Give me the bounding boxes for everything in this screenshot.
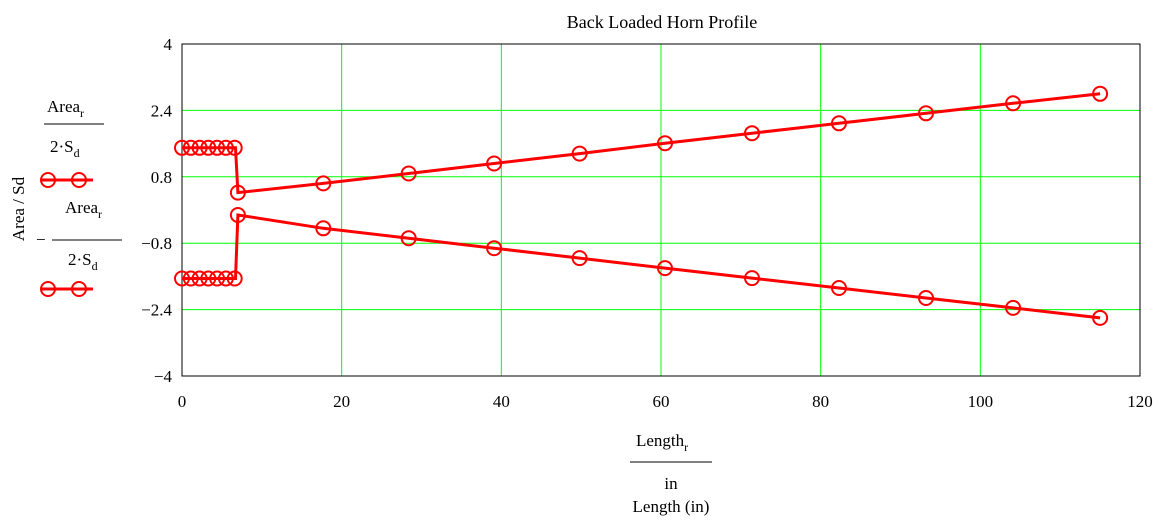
legend-2-denominator: 2·Sd (68, 250, 98, 273)
series-2-point (191, 270, 208, 287)
legend-1-denominator: 2·Sd (50, 137, 80, 160)
legend-entry-2: − Arear 2·Sd (36, 198, 122, 297)
series-1-point (657, 135, 673, 152)
series-1-point (831, 115, 847, 132)
series-2-point (486, 240, 503, 257)
series-2-point (657, 260, 673, 277)
x-tick-label: 20 (333, 392, 350, 411)
series-2-point (229, 207, 246, 223)
series-2-point (200, 270, 217, 287)
series-1-point (229, 184, 246, 201)
grid-lines (182, 44, 1140, 376)
legend-2-swatch (40, 281, 93, 297)
legend-swatch-marker (71, 281, 87, 297)
x-tick-label: 40 (493, 392, 510, 411)
series-1-point (217, 139, 234, 156)
series-1-point (571, 145, 588, 162)
x-expr-denominator: in (664, 474, 678, 493)
series-1-point (400, 165, 417, 182)
tick-labels: 0 20 40 60 80 100 120 −4 −2.4 −0.8 0.8 2.4 4 (141, 35, 1153, 411)
x-axis-label: Length (in) (633, 497, 710, 516)
series-1-point (1005, 95, 1022, 112)
y-tick-label: 2.4 (151, 101, 173, 120)
x-tick-label: 60 (653, 392, 670, 411)
y-tick-label: −2.4 (141, 301, 172, 320)
series-2-point (831, 280, 847, 296)
x-expr-numerator: Lengthr (636, 431, 688, 454)
series-2-point (217, 270, 234, 287)
series-1-point (1092, 85, 1109, 102)
y-tick-label: −0.8 (141, 234, 172, 253)
x-tick-label: 0 (178, 392, 187, 411)
series-1-point (918, 105, 934, 122)
series-1-point (486, 155, 503, 172)
series-group (174, 85, 1109, 326)
legend-2-sign: − (36, 230, 46, 249)
y-tick-label: 0.8 (151, 168, 172, 187)
series-2-point (744, 270, 760, 287)
series-1-point (315, 175, 332, 192)
series-1-point (209, 139, 226, 156)
legend-1-swatch (40, 172, 93, 188)
series-2-point (182, 270, 199, 287)
y-tick-label: −4 (154, 367, 173, 386)
series-2-point (400, 230, 417, 247)
series-2-point (209, 270, 226, 287)
series-2-point (1005, 299, 1022, 316)
legend-2-numerator: Arear (65, 198, 102, 221)
legend-entry-1: Arear 2·Sd (40, 97, 104, 188)
x-tick-label: 80 (812, 392, 829, 411)
y-tick-label: 4 (164, 35, 173, 54)
series-1-point (744, 125, 760, 142)
series-2-line (182, 213, 1101, 320)
series-1-point (200, 139, 217, 156)
series-1-point (182, 139, 199, 156)
legend-swatch-marker (71, 172, 87, 188)
x-axis-expression: Lengthr in (630, 431, 712, 493)
legend-swatch-marker (40, 281, 56, 297)
series-2-point (174, 270, 190, 287)
series-1-line (182, 92, 1101, 195)
series-2-point (1092, 309, 1109, 326)
series-2-point (571, 250, 588, 267)
legend-swatch-marker (40, 172, 56, 188)
series-1-point (191, 139, 208, 156)
legend-1-numerator: Arear (47, 97, 84, 120)
series-1-point (174, 139, 190, 156)
series-2-point (315, 220, 332, 237)
chart-title: Back Loaded Horn Profile (567, 12, 757, 32)
x-tick-label: 100 (968, 392, 994, 411)
series-2-point (918, 290, 934, 306)
series-2-point (226, 270, 243, 287)
plot-frame (181, 43, 1141, 377)
series-1-point (226, 139, 243, 156)
x-tick-label: 120 (1127, 392, 1153, 411)
y-axis-label: Area / Sd (9, 176, 28, 241)
